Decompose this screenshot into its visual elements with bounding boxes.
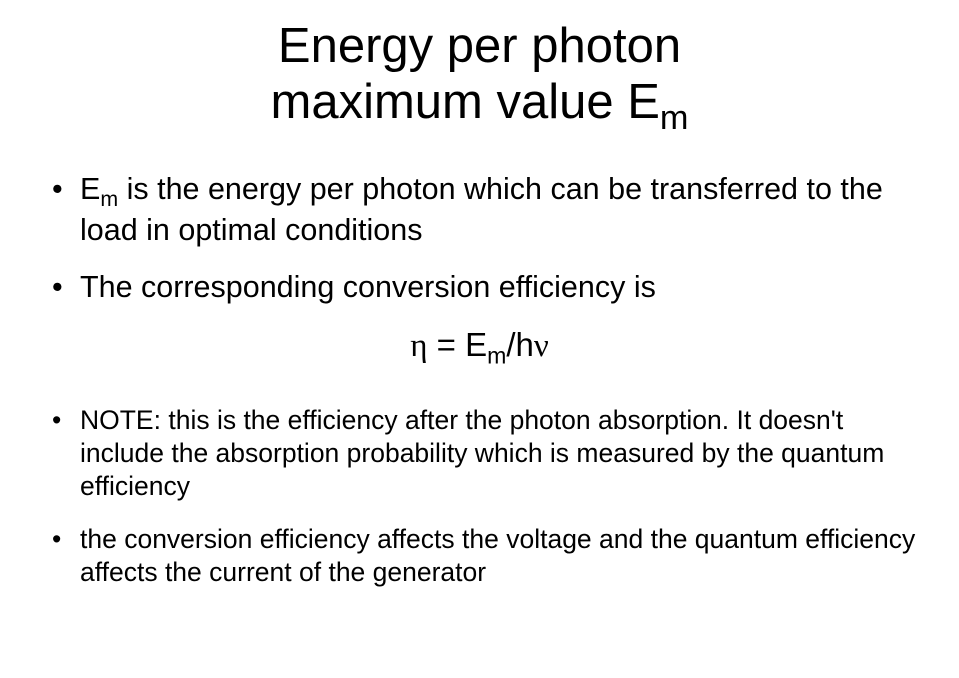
formula-eta: η	[410, 328, 427, 364]
formula-nu: ν	[534, 328, 549, 364]
bullet-1-text: is the energy per photon which can be tr…	[80, 172, 883, 247]
title-line-1: Energy per photon	[278, 19, 681, 73]
bullet-1: Em is the energy per photon which can be…	[52, 171, 919, 249]
bullet-1-subscript: m	[100, 187, 118, 211]
bullet-4: the conversion efficiency affects the vo…	[52, 523, 919, 589]
bullet-2: The corresponding conversion efficiency …	[52, 269, 919, 306]
title-line-2: maximum value E	[271, 75, 660, 129]
bullet-3: NOTE: this is the efficiency after the p…	[52, 404, 919, 503]
bullet-list: Em is the energy per photon which can be…	[52, 171, 919, 307]
formula-subscript: m	[487, 343, 506, 369]
bullet-3-text-a: NOTE: this is the efficiency after the p…	[80, 405, 736, 435]
formula-eq: = E	[427, 326, 487, 363]
slide-title: Energy per photon maximum value Em	[40, 18, 919, 139]
formula: η = Em/hν	[40, 326, 919, 370]
bullet-2-text: The corresponding conversion efficiency …	[80, 270, 656, 304]
bullet-list-2: NOTE: this is the efficiency after the p…	[52, 404, 919, 590]
slide-container: Energy per photon maximum value Em Em is…	[0, 0, 959, 678]
formula-hv-slash: /h	[506, 326, 534, 363]
bullet-1-symbol: E	[80, 172, 100, 206]
title-subscript: m	[660, 99, 689, 137]
bullet-4-text: the conversion efficiency affects the vo…	[80, 524, 915, 587]
